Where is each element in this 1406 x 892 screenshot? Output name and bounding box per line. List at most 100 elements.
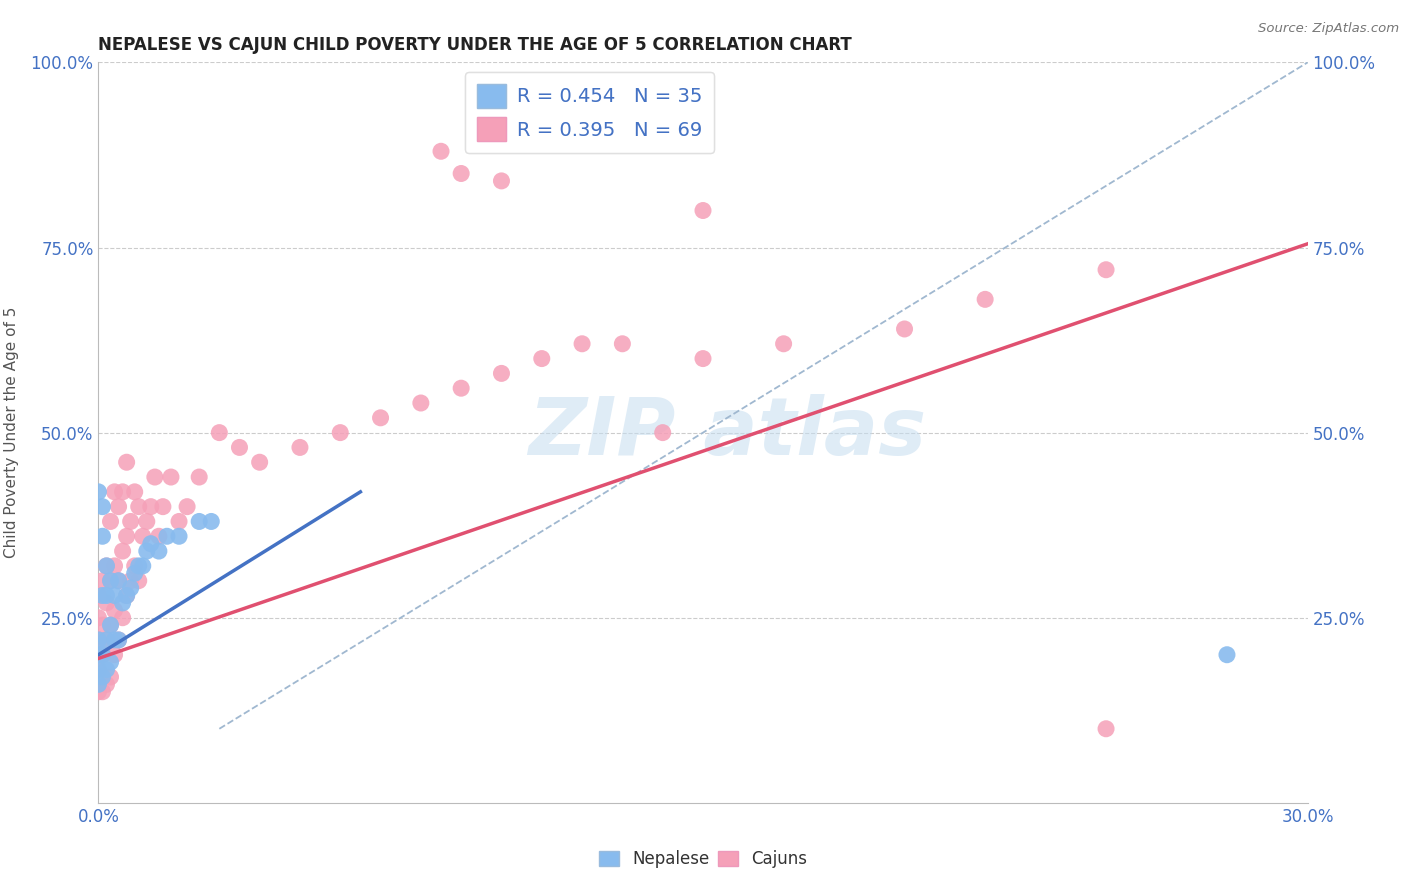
Point xyxy=(128,500,150,514)
Point xyxy=(91,529,114,543)
Point xyxy=(893,322,915,336)
Point xyxy=(96,663,118,677)
Point xyxy=(692,351,714,366)
Point xyxy=(450,167,472,181)
Point xyxy=(200,515,222,529)
Point xyxy=(152,500,174,514)
Point xyxy=(115,589,138,603)
Text: NEPALESE VS CAJUN CHILD POVERTY UNDER THE AGE OF 5 CORRELATION CHART: NEPALESE VS CAJUN CHILD POVERTY UNDER TH… xyxy=(98,36,852,54)
Point xyxy=(103,648,125,662)
Point xyxy=(450,381,472,395)
Point xyxy=(87,685,110,699)
Point xyxy=(132,529,155,543)
Point xyxy=(120,515,142,529)
Point xyxy=(87,589,110,603)
Point xyxy=(103,603,125,617)
Point xyxy=(87,611,110,625)
Point xyxy=(288,441,311,455)
Point xyxy=(612,336,634,351)
Point xyxy=(370,410,392,425)
Y-axis label: Child Poverty Under the Age of 5: Child Poverty Under the Age of 5 xyxy=(4,307,20,558)
Point xyxy=(120,581,142,595)
Point xyxy=(96,558,118,573)
Point xyxy=(87,484,110,499)
Point xyxy=(135,544,157,558)
Point xyxy=(530,351,553,366)
Point xyxy=(111,611,134,625)
Point xyxy=(103,632,125,647)
Point xyxy=(87,663,110,677)
Point xyxy=(128,574,150,588)
Text: Source: ZipAtlas.com: Source: ZipAtlas.com xyxy=(1258,22,1399,36)
Point xyxy=(96,677,118,691)
Point xyxy=(91,685,114,699)
Point xyxy=(91,574,114,588)
Point xyxy=(107,632,129,647)
Point xyxy=(100,574,122,588)
Point xyxy=(107,574,129,588)
Point xyxy=(692,203,714,218)
Point xyxy=(139,500,162,514)
Point xyxy=(111,596,134,610)
Point xyxy=(139,537,162,551)
Point xyxy=(87,663,110,677)
Point xyxy=(188,515,211,529)
Point xyxy=(107,632,129,647)
Point xyxy=(115,589,138,603)
Point xyxy=(176,500,198,514)
Point xyxy=(148,544,170,558)
Point xyxy=(249,455,271,469)
Text: ZIP atlas: ZIP atlas xyxy=(529,393,927,472)
Point xyxy=(148,529,170,543)
Point xyxy=(167,529,190,543)
Point xyxy=(409,396,432,410)
Point xyxy=(228,441,250,455)
Point xyxy=(128,558,150,573)
Point xyxy=(156,529,179,543)
Point xyxy=(208,425,231,440)
Point xyxy=(491,367,513,381)
Point xyxy=(103,484,125,499)
Point xyxy=(772,336,794,351)
Legend: Nepalese, Cajuns: Nepalese, Cajuns xyxy=(592,844,814,875)
Point xyxy=(143,470,166,484)
Point xyxy=(87,632,110,647)
Point xyxy=(91,648,114,662)
Point xyxy=(91,500,114,514)
Point xyxy=(1216,648,1239,662)
Point xyxy=(87,648,110,662)
Point xyxy=(135,515,157,529)
Point xyxy=(107,574,129,588)
Point xyxy=(96,558,118,573)
Point xyxy=(100,574,122,588)
Point xyxy=(430,145,453,159)
Point xyxy=(115,455,138,469)
Point xyxy=(120,574,142,588)
Point xyxy=(96,596,118,610)
Point xyxy=(91,648,114,662)
Point xyxy=(974,293,997,307)
Point xyxy=(132,558,155,573)
Legend: R = 0.454   N = 35, R = 0.395   N = 69: R = 0.454 N = 35, R = 0.395 N = 69 xyxy=(465,72,714,153)
Point xyxy=(571,336,593,351)
Point xyxy=(167,515,190,529)
Point xyxy=(124,484,146,499)
Point xyxy=(91,670,114,684)
Point xyxy=(491,174,513,188)
Point xyxy=(329,425,352,440)
Point xyxy=(100,670,122,684)
Point xyxy=(100,618,122,632)
Point xyxy=(87,632,110,647)
Point xyxy=(1095,722,1118,736)
Point xyxy=(100,618,122,632)
Point xyxy=(124,566,146,581)
Point xyxy=(107,500,129,514)
Point xyxy=(100,655,122,669)
Point xyxy=(111,484,134,499)
Point xyxy=(100,515,122,529)
Point xyxy=(160,470,183,484)
Point xyxy=(96,589,118,603)
Point xyxy=(1095,262,1118,277)
Point xyxy=(188,470,211,484)
Point xyxy=(103,589,125,603)
